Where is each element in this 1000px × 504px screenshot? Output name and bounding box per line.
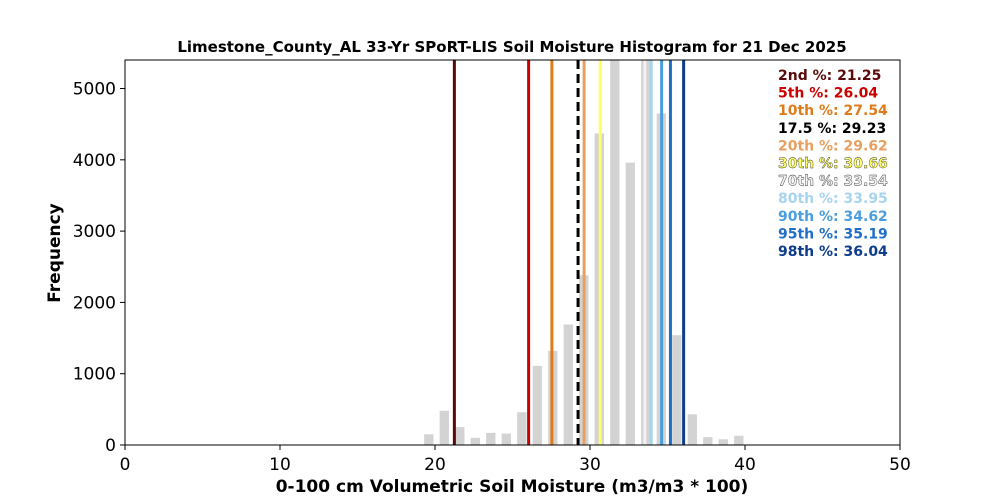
y-tick-label-1000: 1000 xyxy=(73,365,116,385)
percentile-label-5: 20th %: 29.62 xyxy=(778,138,888,154)
histogram-bar-18 xyxy=(687,414,697,445)
x-tick-label-10: 10 xyxy=(269,455,291,475)
histogram-bar-1 xyxy=(424,434,434,445)
x-tick-label-40: 40 xyxy=(734,455,756,475)
y-tick-label-0: 0 xyxy=(105,436,116,456)
plot-frame xyxy=(124,59,901,446)
histogram-bar-13 xyxy=(610,60,620,445)
histogram-bar-2 xyxy=(439,410,449,445)
histogram-bar-3 xyxy=(455,427,465,445)
percentile-label-8: 80th %: 33.95 xyxy=(778,191,888,207)
chart-title: Limestone_County_AL 33-Yr SPoRT-LIS Soil… xyxy=(177,38,846,56)
histogram-bar-17 xyxy=(672,335,682,445)
histogram-bar-4 xyxy=(470,437,480,445)
percentile-label-10: 95th %: 35.19 xyxy=(778,226,888,242)
histogram-bar-6 xyxy=(501,433,511,445)
x-tick-label-0: 0 xyxy=(120,455,131,475)
x-axis-label: 0-100 cm Volumetric Soil Moisture (m3/m3… xyxy=(276,477,749,497)
percentile-label-3: 10th %: 27.54 xyxy=(778,103,888,119)
y-tick-label-2000: 2000 xyxy=(73,293,116,313)
percentile-label-11: 98th %: 36.04 xyxy=(778,244,888,260)
y-tick-label-5000: 5000 xyxy=(73,80,116,100)
histogram-bar-19 xyxy=(703,437,713,445)
y-tick-label-3000: 3000 xyxy=(73,222,116,242)
histogram-bar-20 xyxy=(718,439,728,445)
y-axis-label: Frequency xyxy=(45,203,65,303)
axis-ticks-layer: 0 10 20 30 40 50 0 1000 2000 3000 4000 5000 xyxy=(73,80,911,475)
percentile-label-1: 2nd %: 21.25 xyxy=(778,68,881,84)
percentile-label-2: 5th %: 26.04 xyxy=(778,86,878,102)
histogram-bar-14 xyxy=(625,162,635,445)
percentile-lines-layer xyxy=(452,60,686,445)
histogram-bar-21 xyxy=(734,435,744,445)
percentile-label-9: 90th %: 34.62 xyxy=(778,209,888,225)
histogram-bar-5 xyxy=(486,432,496,445)
x-tick-label-50: 50 xyxy=(889,455,911,475)
percentile-label-6: 30th %: 30.66 xyxy=(778,156,888,172)
histogram-bar-8 xyxy=(532,365,542,445)
histogram-bar-10 xyxy=(563,324,573,445)
y-tick-label-4000: 4000 xyxy=(73,151,116,171)
percentile-label-7: 70th %: 33.54 xyxy=(778,174,888,190)
x-tick-label-30: 30 xyxy=(579,455,601,475)
histogram-bar-7 xyxy=(517,412,527,445)
x-tick-label-20: 20 xyxy=(424,455,446,475)
percentile-label-4: 17.5 %: 29.23 xyxy=(778,121,886,137)
